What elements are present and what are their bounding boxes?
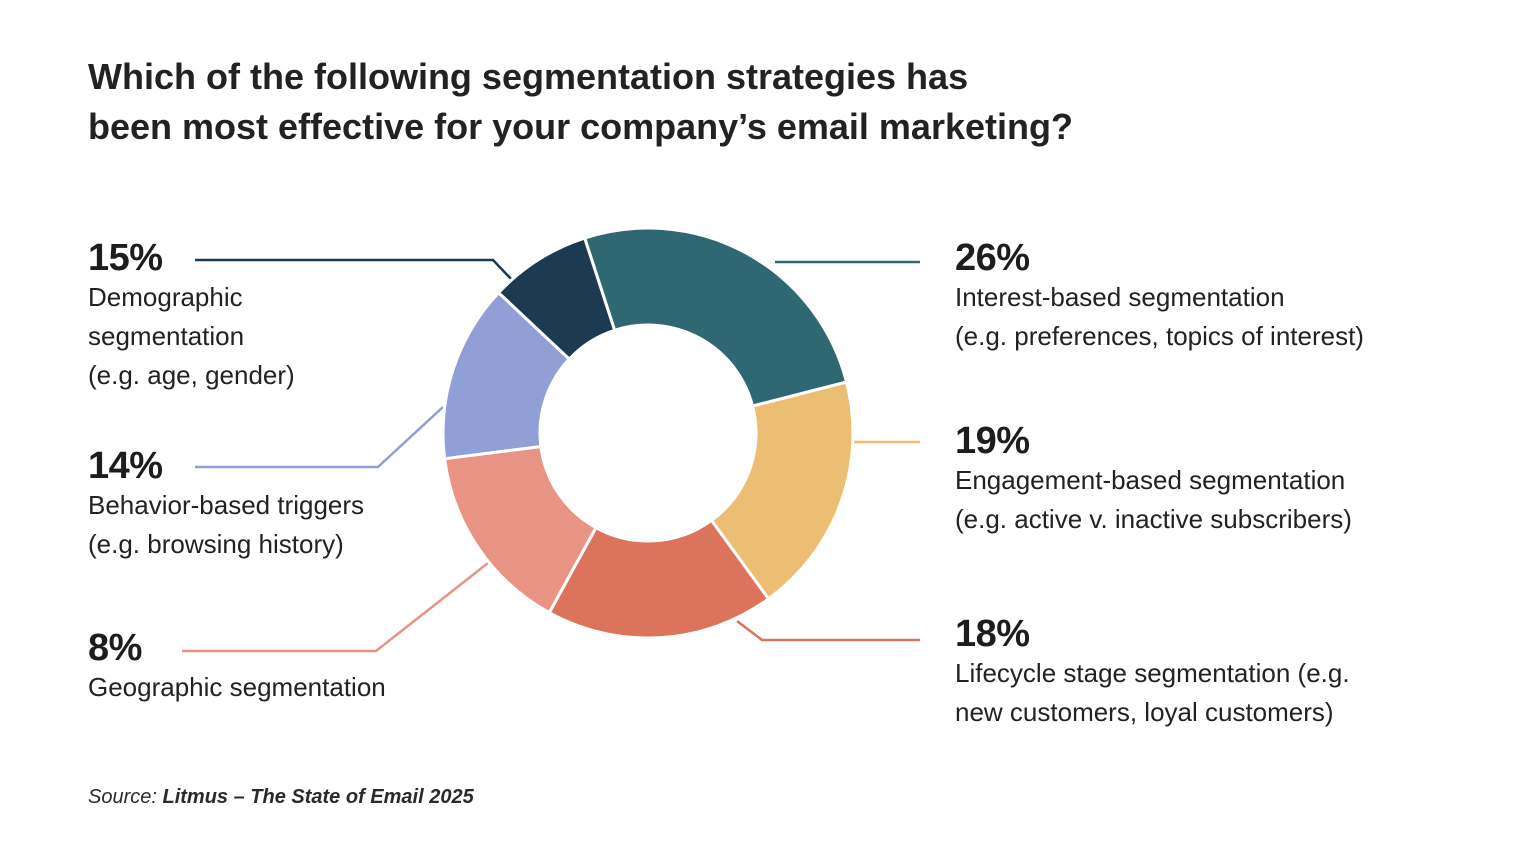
callout-lifecycle-label-line-2: new customers, loyal customers) — [955, 697, 1334, 727]
callout-demographic-label-line-3: (e.g. age, gender) — [88, 360, 295, 390]
source-note: Source: Litmus – The State of Email 2025 — [88, 786, 474, 809]
callout-geographic: 8% Geographic segmentation — [88, 628, 386, 707]
leader-lines — [182, 258, 920, 653]
callout-demographic-label-line-1: Demographic — [88, 282, 243, 312]
callout-engagement-label-line-2: (e.g. active v. inactive subscribers) — [955, 504, 1352, 534]
callout-interest-value: 26% — [955, 237, 1030, 279]
callout-demographic-label-line-2: segmentation — [88, 321, 245, 351]
callout-demographic: 15% Demographic segmentation (e.g. age, … — [88, 238, 295, 395]
callout-behavior-label-line-2: (e.g. browsing history) — [88, 529, 344, 559]
callout-interest: 26% Interest-based segmentation (e.g. pr… — [955, 238, 1364, 356]
callout-geographic-label-line-1: Geographic segmentation — [88, 672, 386, 702]
leader-line-geographic — [182, 562, 489, 653]
callout-demographic-value: 15% — [88, 237, 163, 279]
chart-title: Which of the following segmentation stra… — [88, 52, 1288, 152]
donut-slice-interest — [583, 226, 849, 408]
callout-lifecycle-value: 18% — [955, 613, 1030, 655]
chart-title-line-2: been most effective for your company’s e… — [88, 106, 1073, 147]
callout-engagement: 19% Engagement-based segmentation (e.g. … — [955, 421, 1352, 539]
callout-engagement-value: 19% — [955, 420, 1030, 462]
donut-slice-lifecycle — [547, 518, 770, 640]
donut-slice-behavior — [441, 291, 571, 461]
callout-behavior: 14% Behavior-based triggers (e.g. browsi… — [88, 446, 364, 564]
callout-engagement-label-line-1: Engagement-based segmentation — [955, 465, 1346, 495]
source-prefix: Source: — [88, 786, 163, 808]
source-name: Litmus – The State of Email 2025 — [162, 786, 474, 808]
callout-lifecycle-label-line-1: Lifecycle stage segmentation (e.g. — [955, 658, 1350, 688]
leader-line-lifecycle — [736, 620, 920, 642]
donut-slice-geographic — [443, 445, 598, 615]
donut-slice-demographic — [497, 236, 617, 361]
callout-interest-label-line-2: (e.g. preferences, topics of interest) — [955, 321, 1364, 351]
leader-line-demographic — [195, 258, 515, 283]
callout-interest-label-line-1: Interest-based segmentation — [955, 282, 1285, 312]
callout-lifecycle: 18% Lifecycle stage segmentation (e.g. n… — [955, 614, 1350, 732]
donut-slices — [441, 226, 855, 640]
callout-geographic-value: 8% — [88, 627, 142, 669]
leader-line-behavior — [195, 406, 444, 469]
callout-behavior-value: 14% — [88, 445, 163, 487]
donut-slice-engagement — [709, 380, 855, 601]
chart-title-line-1: Which of the following segmentation stra… — [88, 56, 969, 97]
callout-behavior-label-line-1: Behavior-based triggers — [88, 490, 365, 520]
